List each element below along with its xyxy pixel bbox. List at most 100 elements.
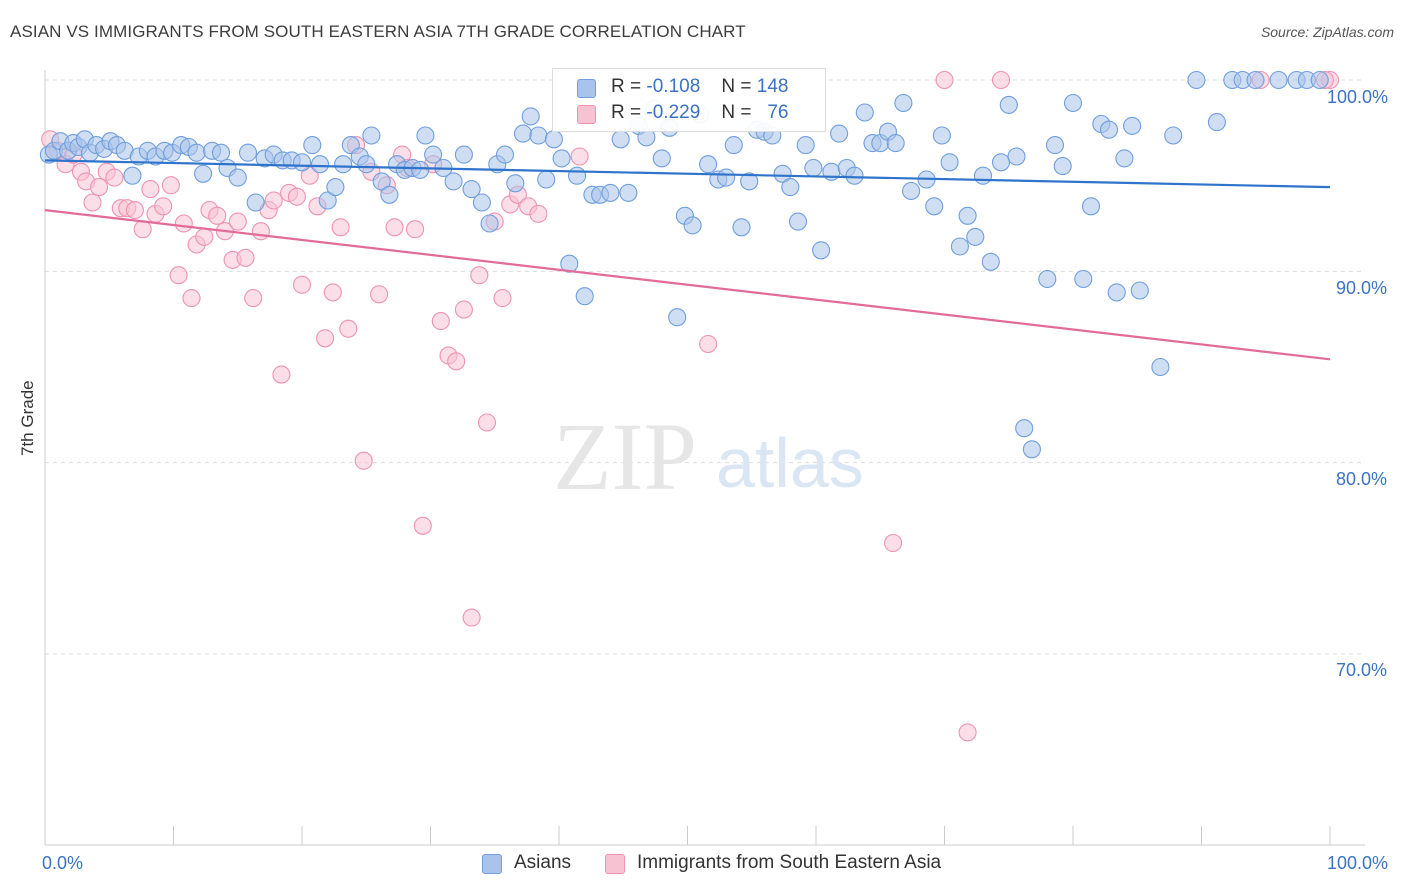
asians-point	[444, 172, 463, 191]
asians-point	[1115, 149, 1134, 168]
asians-point	[611, 130, 630, 149]
immigrants-point	[354, 451, 373, 470]
asians-point	[472, 193, 491, 212]
immigrants-point	[570, 147, 589, 166]
y-tick-label-100: 100.0%	[1327, 87, 1389, 107]
immigrants-n-value: 76	[767, 102, 789, 123]
immigrants-point	[323, 283, 342, 302]
asians-swatch	[577, 79, 596, 98]
asians-point	[999, 95, 1018, 114]
immigrants-point	[958, 723, 977, 742]
asians-point	[886, 134, 905, 153]
immigrants-r-value: -0.229	[646, 102, 701, 123]
asians-point	[932, 126, 951, 145]
immigrants-point	[141, 180, 160, 199]
asians-point	[357, 155, 376, 174]
legend-immigrants-swatch	[605, 854, 625, 874]
source-credit: Source: ZipAtlas.com	[1260, 24, 1394, 40]
asians-point	[310, 155, 330, 174]
immigrants-swatch	[577, 105, 596, 124]
asians-point	[902, 181, 921, 201]
immigrants-point	[300, 166, 319, 185]
asians-point	[845, 166, 864, 185]
asians-point	[334, 155, 353, 174]
asians-point	[804, 158, 823, 178]
asians-r-value: -0.108	[646, 76, 701, 97]
asians-point	[973, 166, 993, 185]
immigrants-point	[133, 220, 152, 239]
asians-point	[303, 136, 322, 155]
asians-point	[1074, 269, 1093, 289]
asians-point	[1187, 70, 1206, 90]
immigrants-point	[339, 319, 358, 338]
immigrants-trend-line	[44, 209, 1331, 361]
asians-point	[940, 153, 959, 172]
immigrants-point	[105, 168, 124, 187]
x-tick-label-min: 0.0%	[42, 853, 84, 873]
y-tick-label-90: 90.0%	[1336, 278, 1388, 298]
watermark-zip: ZIP	[553, 403, 697, 510]
asians-point	[560, 254, 579, 273]
asians-point	[855, 103, 874, 122]
immigrants-point	[287, 187, 306, 206]
immigrants-point	[331, 218, 350, 237]
asians-point	[788, 212, 808, 231]
asians-point	[1164, 126, 1183, 145]
asians-point	[380, 185, 399, 204]
asians-point	[683, 216, 702, 235]
asians-point	[1151, 357, 1170, 377]
asians-point	[1099, 120, 1119, 139]
immigrants-point	[935, 70, 954, 90]
legend-immigrants-label: Immigrants from South Eastern Asia	[637, 852, 942, 873]
axes	[44, 70, 1365, 846]
asians-point	[238, 143, 258, 162]
asians-point	[1022, 440, 1041, 459]
asians-point	[1038, 269, 1057, 289]
y-axis-title: 7th Grade	[18, 380, 37, 456]
asians-point	[123, 166, 142, 185]
immigrants-point	[208, 206, 227, 225]
immigrants-point	[884, 533, 903, 553]
grid-lines	[45, 79, 1365, 655]
y-tick-label-70: 70.0%	[1336, 660, 1388, 680]
asians-point	[372, 172, 391, 191]
immigrants-point	[195, 227, 214, 246]
asians-point	[292, 153, 312, 172]
asians-point	[567, 166, 587, 185]
watermark-atlas: atlas	[716, 424, 864, 502]
asians-point	[529, 126, 548, 145]
asians-point	[1063, 93, 1083, 113]
immigrants-point	[251, 222, 270, 241]
asians-point	[521, 107, 540, 126]
asians-point	[1207, 113, 1226, 132]
immigrants-point	[493, 289, 512, 308]
immigrants-point	[272, 365, 291, 384]
asians-trend-line	[44, 159, 1331, 189]
immigrants-n-label: N =	[721, 102, 752, 123]
asians-point	[211, 143, 231, 162]
immigrants-point	[89, 178, 109, 197]
immigrants-point	[264, 191, 283, 210]
immigrants-point	[228, 212, 247, 231]
asians-point	[732, 218, 751, 237]
asians-point	[958, 206, 977, 225]
immigrants-point	[154, 197, 173, 216]
immigrants-point	[406, 220, 425, 239]
immigrants-point	[125, 201, 144, 220]
asians-point	[830, 124, 849, 143]
immigrants-point	[413, 516, 432, 535]
asians-point	[552, 149, 571, 168]
legend-asians-swatch	[482, 854, 502, 874]
asians-point	[781, 178, 800, 197]
immigrants-point	[316, 329, 335, 348]
asians-point	[480, 214, 499, 233]
immigrants-point	[470, 266, 489, 285]
asians-point	[246, 193, 265, 212]
asians-point	[318, 191, 337, 210]
immigrants-point	[370, 285, 389, 304]
trend-lines	[44, 159, 1331, 361]
asians-points	[39, 70, 1329, 459]
asians-point	[513, 124, 533, 143]
asians-point	[619, 183, 638, 202]
legend-asians-label: Asians	[514, 852, 572, 873]
